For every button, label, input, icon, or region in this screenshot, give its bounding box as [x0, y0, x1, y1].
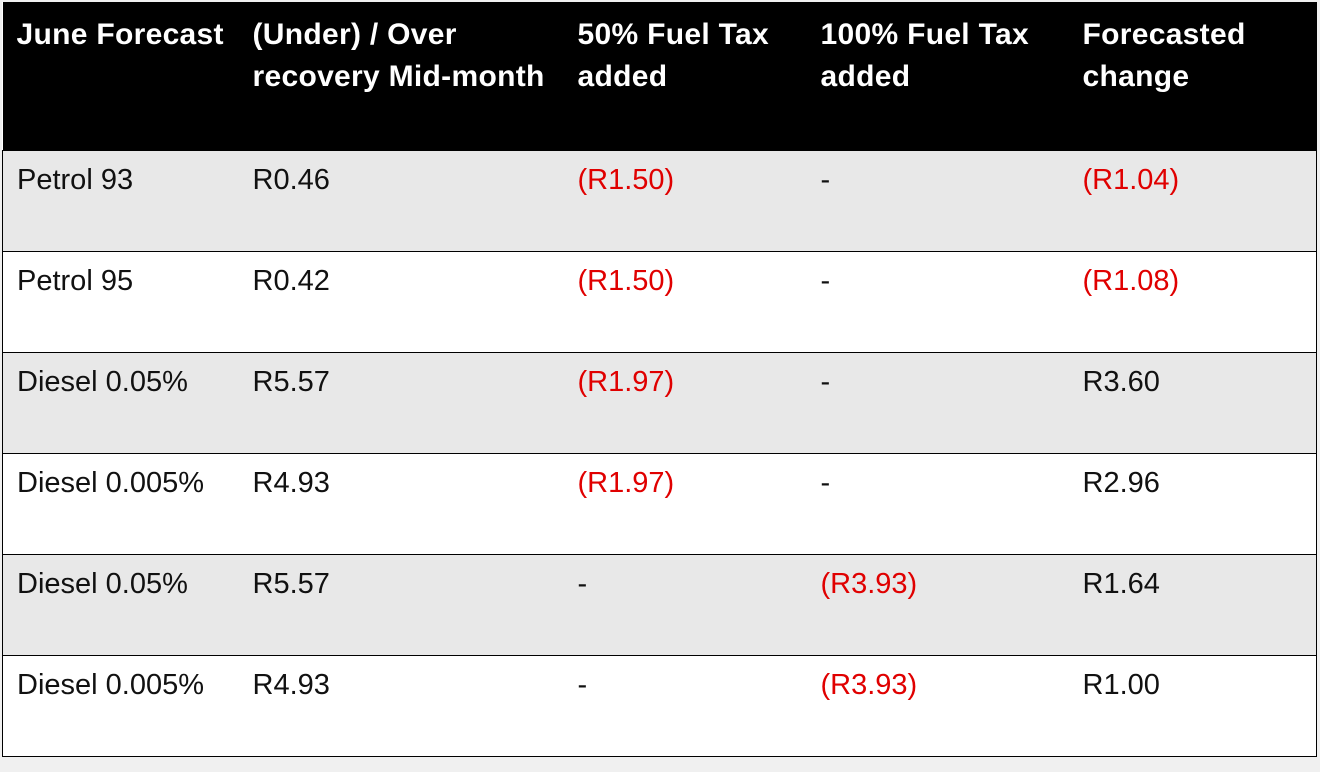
- fuel-type: Petrol 93: [2, 149, 239, 251]
- value-cell: (R1.50): [563, 250, 807, 352]
- value-cell: R0.42: [238, 250, 564, 352]
- value-cell: -: [806, 250, 1069, 352]
- fuel-type: Diesel 0.05%: [2, 553, 239, 655]
- value-cell: -: [806, 351, 1069, 453]
- value-cell: (R3.93): [806, 654, 1069, 757]
- value-cell: -: [563, 553, 807, 655]
- fuel-forecast-table: June Forecast (Under) / Over recovery Mid…: [2, 2, 1317, 757]
- value-cell: (R1.08): [1068, 250, 1317, 352]
- header-cell: Forecasted change: [1068, 2, 1317, 150]
- value-cell: R4.93: [238, 452, 564, 554]
- table-body: Petrol 93 R0.46 (R1.50) - (R1.04) Petrol 95 R0…: [2, 149, 1317, 757]
- fuel-type: Petrol 95: [2, 250, 239, 352]
- header-cell: (Under) / Over recovery Mid-month: [238, 2, 564, 150]
- fuel-type: Diesel 0.005%: [2, 654, 239, 757]
- header-row: June Forecast (Under) / Over recovery Mid…: [2, 2, 1317, 150]
- value-cell: R2.96: [1068, 452, 1317, 554]
- value-cell: R0.46: [238, 149, 564, 251]
- value-cell: (R1.50): [563, 149, 807, 251]
- fuel-type: Diesel 0.05%: [2, 351, 239, 453]
- header-cell: 100% Fuel Tax added: [806, 2, 1069, 150]
- header-cell: June Forecast: [2, 2, 239, 150]
- value-cell: R1.64: [1068, 553, 1317, 655]
- value-cell: (R3.93): [806, 553, 1069, 655]
- value-cell: R5.57: [238, 351, 564, 453]
- value-cell: R3.60: [1068, 351, 1317, 453]
- value-cell: -: [806, 452, 1069, 554]
- value-cell: -: [806, 149, 1069, 251]
- table-header: June Forecast (Under) / Over recovery Mid…: [2, 2, 1317, 150]
- table-row: Petrol 93 R0.46 (R1.50) - (R1.04): [2, 149, 1317, 251]
- value-cell: (R1.97): [563, 452, 807, 554]
- table-row: Diesel 0.05% R5.57- (R3.93) R1.64: [2, 553, 1317, 655]
- value-cell: R1.00: [1068, 654, 1317, 757]
- table-row: Petrol 95 R0.42 (R1.50) - (R1.08): [2, 250, 1317, 352]
- table-row: Diesel 0.005% R4.93- (R3.93) R1.00: [2, 654, 1317, 757]
- table-row: Diesel 0.005% R4.93 (R1.97) - R2.96: [2, 452, 1317, 554]
- fuel-type: Diesel 0.005%: [2, 452, 239, 554]
- header-cell: 50% Fuel Tax added: [563, 2, 807, 150]
- value-cell: (R1.97): [563, 351, 807, 453]
- value-cell: R4.93: [238, 654, 564, 757]
- value-cell: (R1.04): [1068, 149, 1317, 251]
- value-cell: R5.57: [238, 553, 564, 655]
- table-row: Diesel 0.05% R5.57 (R1.97) - R3.60: [2, 351, 1317, 453]
- value-cell: -: [563, 654, 807, 757]
